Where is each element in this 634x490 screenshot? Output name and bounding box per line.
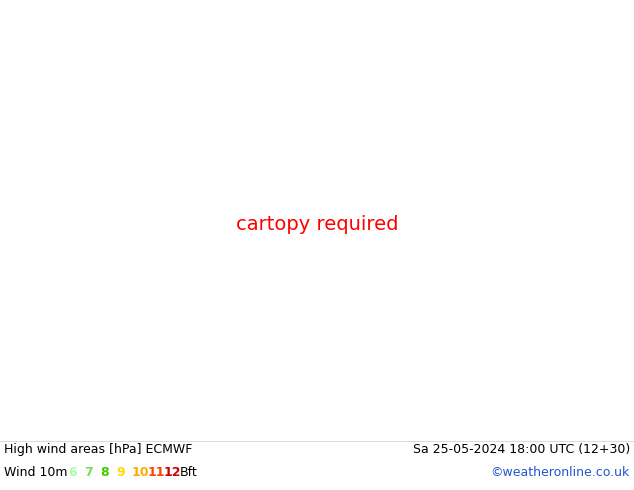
Text: cartopy required: cartopy required [236, 216, 398, 235]
Text: 10: 10 [132, 466, 150, 479]
Text: Bft: Bft [180, 466, 198, 479]
Text: 8: 8 [100, 466, 108, 479]
Text: 11: 11 [148, 466, 165, 479]
Text: Sa 25-05-2024 18:00 UTC (12+30): Sa 25-05-2024 18:00 UTC (12+30) [413, 443, 630, 456]
Text: 9: 9 [116, 466, 125, 479]
Text: 7: 7 [84, 466, 93, 479]
Text: Wind 10m: Wind 10m [4, 466, 67, 479]
Text: ©weatheronline.co.uk: ©weatheronline.co.uk [491, 466, 630, 479]
Text: 12: 12 [164, 466, 181, 479]
Text: 6: 6 [68, 466, 77, 479]
Text: High wind areas [hPa] ECMWF: High wind areas [hPa] ECMWF [4, 443, 192, 456]
